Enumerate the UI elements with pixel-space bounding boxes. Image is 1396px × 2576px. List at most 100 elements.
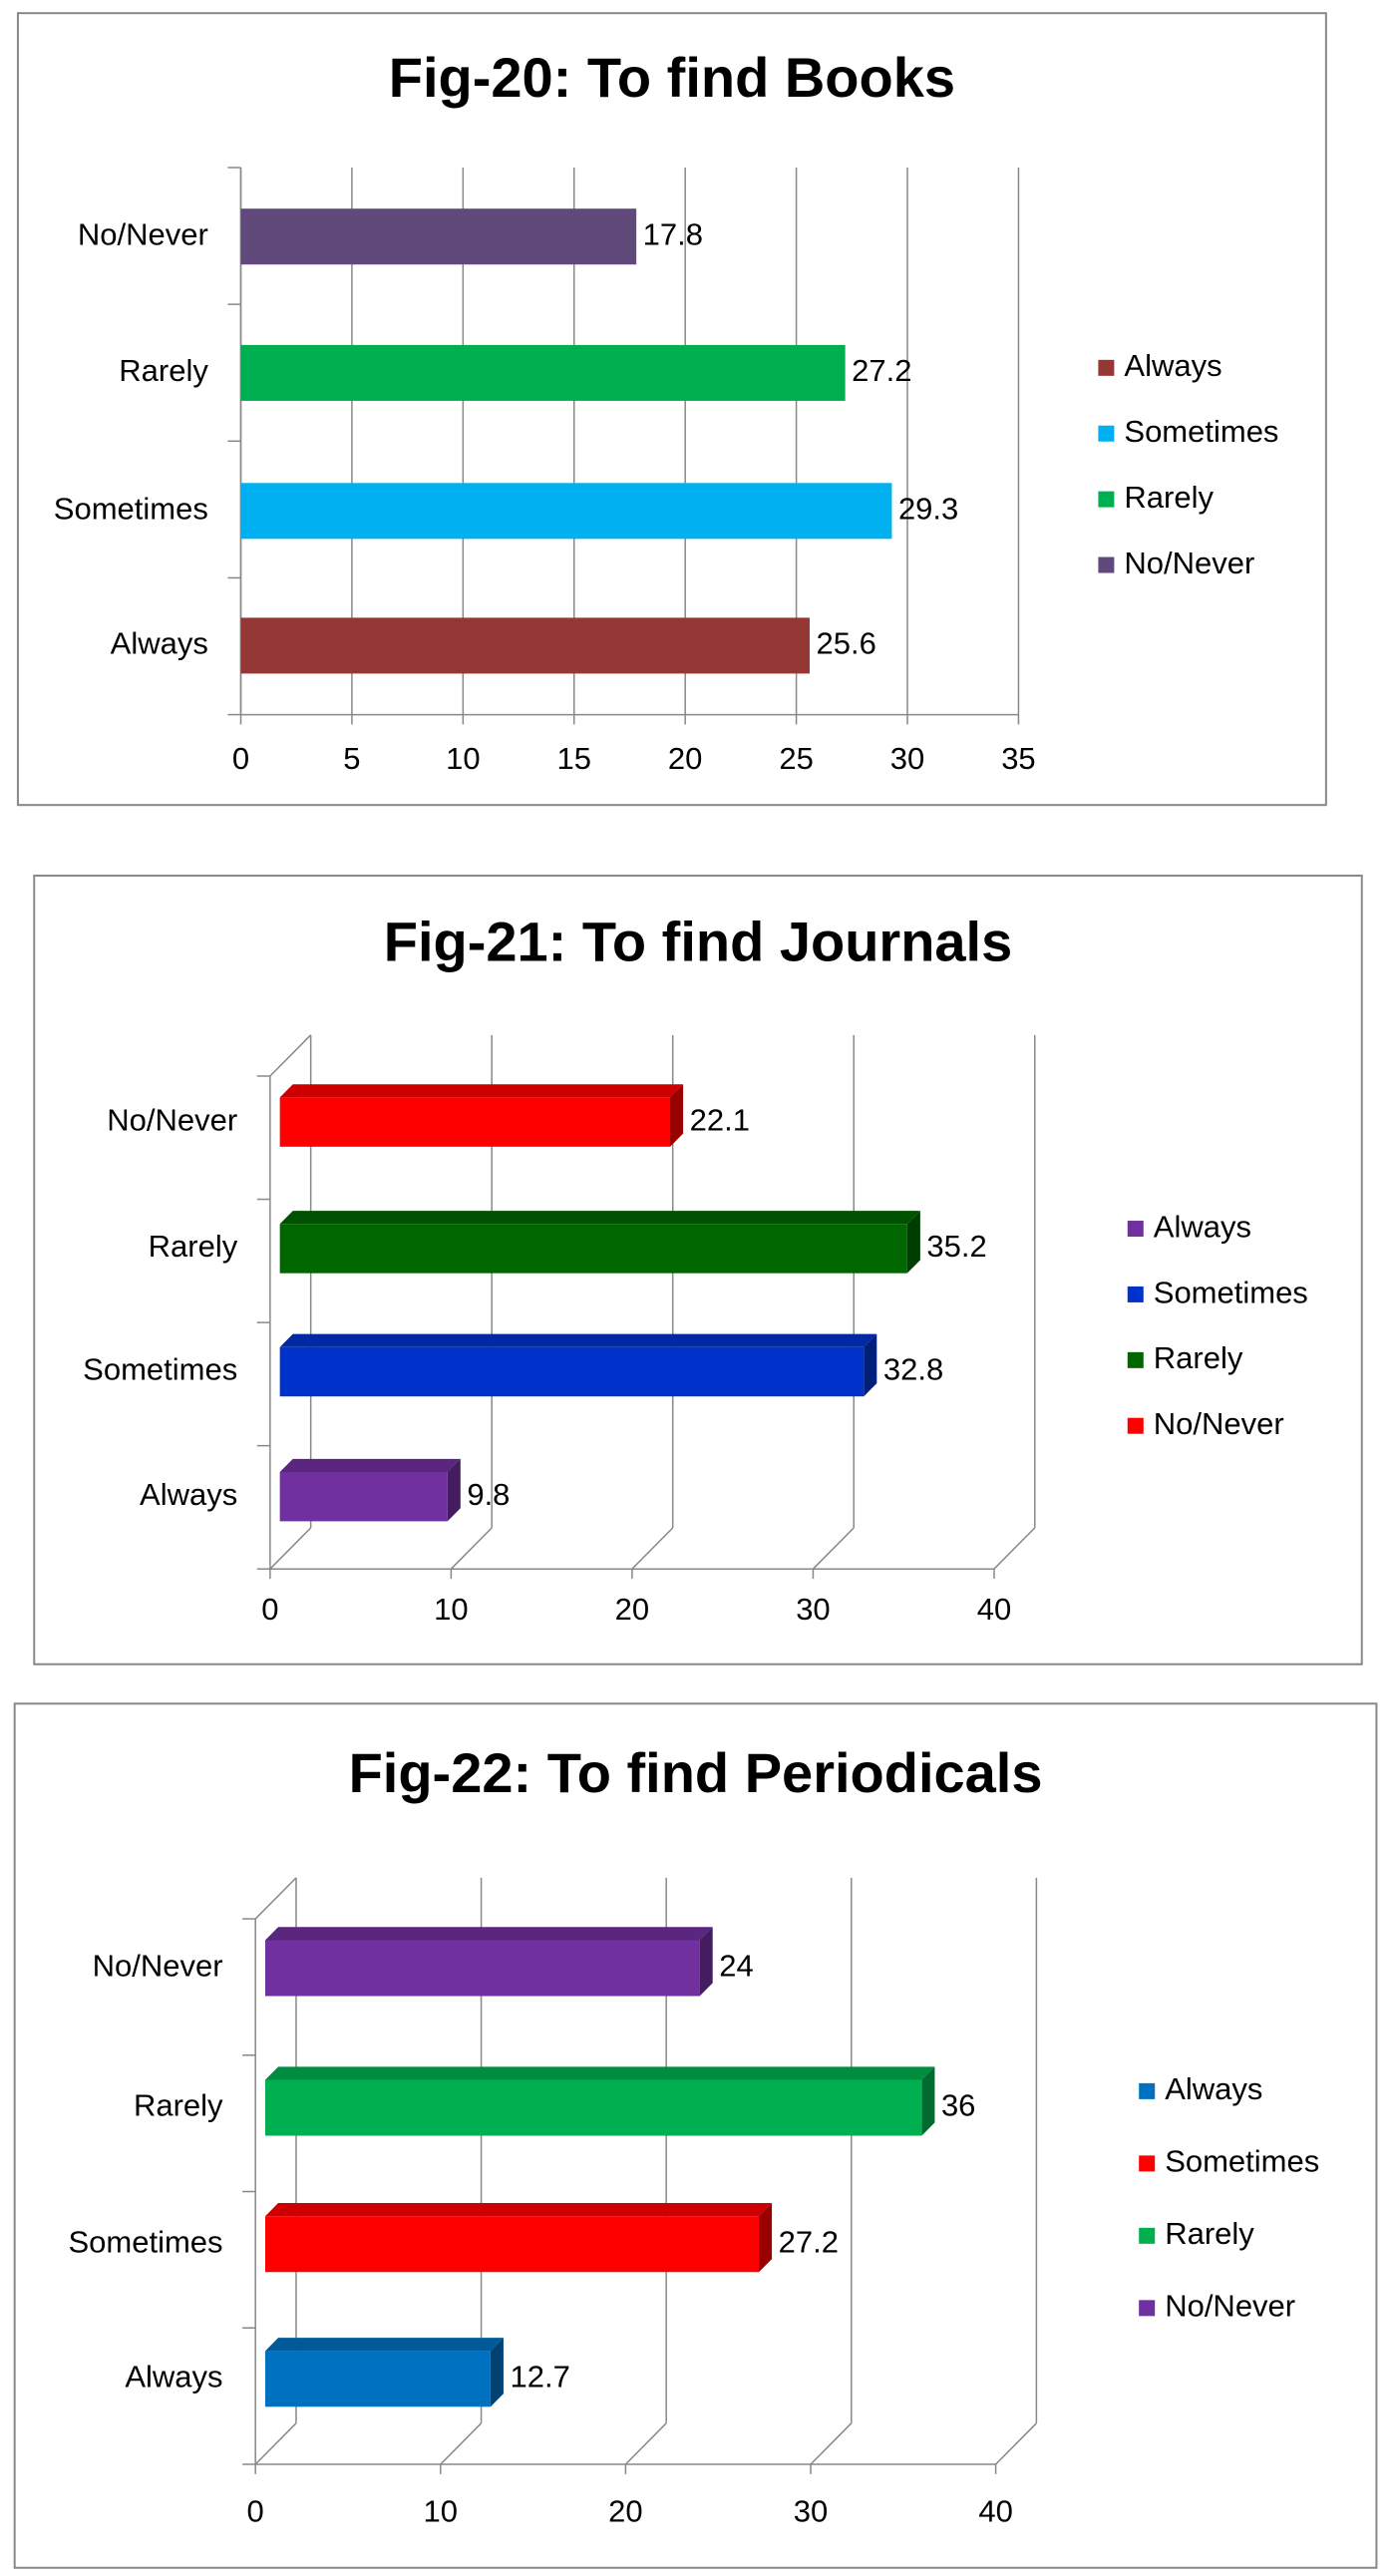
bar [240,344,846,401]
floor-line [440,2422,483,2465]
y-tick-label: No/Never [93,1949,223,1984]
y-tick-label: No/Never [78,216,208,251]
x-tick-label: 40 [977,1592,1011,1627]
chart-title: Fig-21: To find Journals [384,911,1013,973]
chart-frame [16,12,1327,807]
value-label: 29.3 [898,492,958,527]
bar-top [264,2066,935,2080]
bar [264,1940,700,1997]
bar-side [921,2066,935,2136]
value-label: 27.2 [852,353,911,388]
value-label: 9.8 [467,1477,510,1512]
value-label: 22.1 [690,1102,750,1137]
y-tick-label: Rarely [119,353,208,388]
legend-swatch [1139,2300,1156,2317]
legend-swatch [1139,2082,1156,2099]
legend-swatch [1127,1351,1144,1368]
y-tick-label: Sometimes [68,2224,222,2259]
y-tick-label: Always [111,626,208,661]
x-tick-label: 30 [796,1592,830,1627]
x-tick-label: 30 [794,2494,828,2529]
bar [240,483,892,540]
bar [264,2216,760,2273]
y-tick-label: Always [125,2360,222,2394]
x-tick-label: 20 [608,2494,642,2529]
value-label: 25.6 [816,626,875,661]
y-tick-label: Always [140,1477,237,1512]
legend-label: Rarely [1165,2216,1254,2251]
legend-label: Always [1124,348,1222,383]
x-tick-label: 0 [232,741,249,776]
legend-swatch [1127,1221,1144,1238]
floor-line [269,1527,312,1570]
y-tick-label: Rarely [149,1229,238,1264]
floor-line [624,2422,667,2465]
legend-label: Rarely [1154,1340,1243,1375]
floor-line [450,1527,493,1570]
bar-top [279,1333,877,1347]
bar-top [279,1084,684,1098]
bar [240,208,637,265]
legend-label: No/Never [1154,1406,1284,1441]
chart-title: Fig-20: To find Books [389,46,955,109]
bar-top [264,2203,773,2217]
y-tick-label: Rarely [134,2088,223,2123]
y-tick-label: No/Never [107,1102,237,1137]
bar-side [906,1211,920,1274]
bar-side [447,1458,461,1522]
value-label: 35.2 [926,1229,986,1264]
y-tick-label: Sometimes [83,1352,237,1387]
legend-swatch [1098,425,1115,442]
y-wall [254,1877,297,1920]
value-label: 27.2 [779,2224,839,2259]
bar-top [279,1211,920,1225]
legend-label: No/Never [1165,2289,1295,2324]
bar [279,1472,448,1522]
value-label: 36 [941,2088,975,2123]
bar-side [759,2203,773,2273]
floor-line [812,1527,855,1570]
bar [264,2079,922,2136]
bar-side [490,2338,504,2407]
bar-top [264,2338,504,2352]
legend-label: Rarely [1124,480,1214,515]
legend-swatch [1127,1417,1144,1434]
legend-label: Sometimes [1165,2144,1319,2179]
legend-swatch [1127,1286,1144,1302]
x-tick-label: 5 [343,741,360,776]
bar [279,1224,907,1274]
bar [279,1346,865,1397]
floor-line [631,1527,674,1570]
bar-side [670,1084,684,1147]
chart-title: Fig-22: To find Periodicals [349,1741,1043,1804]
legend-label: Always [1165,2071,1262,2106]
bar-top [264,1927,713,1941]
floor-line [810,2422,853,2465]
bar [279,1097,671,1147]
value-label: 24 [719,1949,753,1984]
bar-side [699,1927,713,1997]
x-tick-label: 10 [446,741,480,776]
legend-swatch [1098,491,1115,508]
legend-label: Always [1154,1209,1251,1244]
value-label: 12.7 [510,2360,569,2394]
x-tick-label: 10 [434,1592,468,1627]
x-tick-label: 0 [261,1592,278,1627]
value-label: 17.8 [643,216,703,251]
bar-top [279,1458,461,1472]
y-wall [269,1034,312,1077]
legend-label: Sometimes [1154,1275,1308,1309]
x-tick-label: 15 [557,741,591,776]
x-tick-label: 20 [668,741,702,776]
y-tick-label: Sometimes [54,492,208,527]
floor-line [254,2422,297,2465]
value-label: 32.8 [883,1352,943,1387]
x-tick-label: 35 [1001,741,1035,776]
x-tick-label: 20 [615,1592,649,1627]
x-tick-label: 30 [890,741,924,776]
legend-label: No/Never [1124,546,1254,580]
x-tick-label: 40 [978,2494,1012,2529]
legend-swatch [1098,359,1115,376]
x-tick-label: 25 [779,741,813,776]
bar [240,617,810,674]
